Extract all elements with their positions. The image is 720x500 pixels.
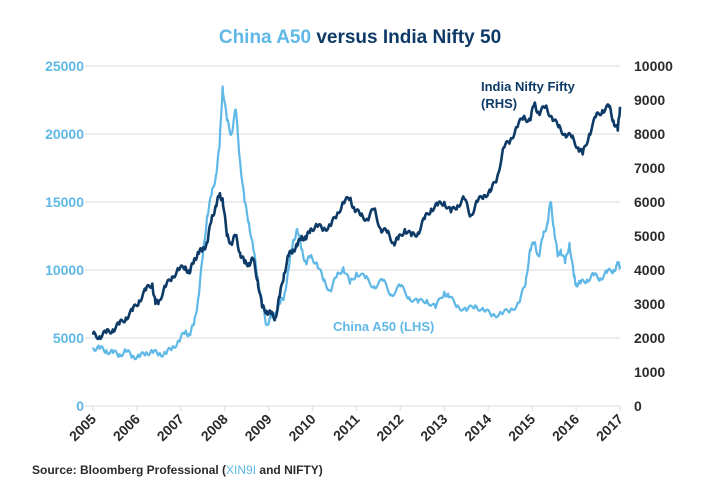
source-suffix: and NIFTY) bbox=[256, 463, 323, 477]
source-ticker-xin9i: XIN9I bbox=[226, 463, 257, 477]
x-axis: 2005 2006 2007 2008 2009 2010 2011 2012 2013 2014… bbox=[66, 406, 626, 444]
x-tick-2012: 2012 bbox=[373, 411, 406, 444]
y-left-tick-25000: 25000 bbox=[45, 58, 84, 74]
y-left-tick-5000: 5000 bbox=[53, 330, 84, 346]
x-tick-2010: 2010 bbox=[285, 411, 318, 444]
y-right-tick-4000: 4000 bbox=[634, 262, 665, 278]
y-left-tick-10000: 10000 bbox=[45, 262, 84, 278]
chart-title-rest: versus India Nifty 50 bbox=[311, 27, 501, 48]
x-tick-2013: 2013 bbox=[417, 411, 450, 444]
series-lines bbox=[91, 85, 622, 361]
source-prefix: Source: Bloomberg Professional ( bbox=[32, 463, 227, 477]
annotation-nifty-line2: (RHS) bbox=[481, 96, 517, 111]
y-left-tick-0: 0 bbox=[76, 398, 84, 414]
annotation-nifty-line1: India Nifty Fifty bbox=[481, 79, 576, 94]
y-right-tick-8000: 8000 bbox=[634, 126, 665, 142]
y-right-tick-1000: 1000 bbox=[634, 364, 665, 380]
x-tick-2016: 2016 bbox=[549, 411, 582, 444]
x-tick-2008: 2008 bbox=[198, 411, 231, 444]
y-left-tick-15000: 15000 bbox=[45, 194, 84, 210]
x-tick-2011: 2011 bbox=[330, 411, 363, 444]
x-tick-2009: 2009 bbox=[241, 411, 274, 444]
source-note: Source: Bloomberg Professional (XIN9I an… bbox=[32, 463, 323, 477]
y-right-tick-2000: 2000 bbox=[634, 330, 665, 346]
x-tick-2005: 2005 bbox=[66, 411, 99, 444]
y-axis-left: 0 5000 10000 15000 20000 25000 bbox=[45, 58, 84, 414]
x-tick-2007: 2007 bbox=[154, 411, 187, 444]
chart-title: China A50 versus India Nifty 50 bbox=[219, 27, 501, 48]
series-line-nifty-50 bbox=[91, 101, 622, 341]
y-right-tick-6000: 6000 bbox=[634, 194, 665, 210]
x-tick-2014: 2014 bbox=[461, 411, 494, 444]
series-line-china-a50 bbox=[91, 85, 622, 361]
y-right-tick-9000: 9000 bbox=[634, 92, 665, 108]
annotation-china: China A50 (LHS) bbox=[333, 319, 434, 334]
x-tick-2006: 2006 bbox=[110, 411, 143, 444]
y-right-tick-3000: 3000 bbox=[634, 296, 665, 312]
chart-title-china: China A50 bbox=[219, 27, 311, 48]
y-right-tick-0: 0 bbox=[634, 398, 642, 414]
y-axis-right: 0 1000 2000 3000 4000 5000 6000 7000 8000 9000 100… bbox=[634, 58, 673, 414]
y-left-tick-20000: 20000 bbox=[45, 126, 84, 142]
y-right-tick-5000: 5000 bbox=[634, 228, 665, 244]
x-tick-2015: 2015 bbox=[505, 411, 538, 444]
y-right-tick-7000: 7000 bbox=[634, 160, 665, 176]
x-tick-2017: 2017 bbox=[593, 411, 626, 444]
y-right-tick-10000: 10000 bbox=[634, 58, 673, 74]
gridlines bbox=[85, 65, 620, 407]
